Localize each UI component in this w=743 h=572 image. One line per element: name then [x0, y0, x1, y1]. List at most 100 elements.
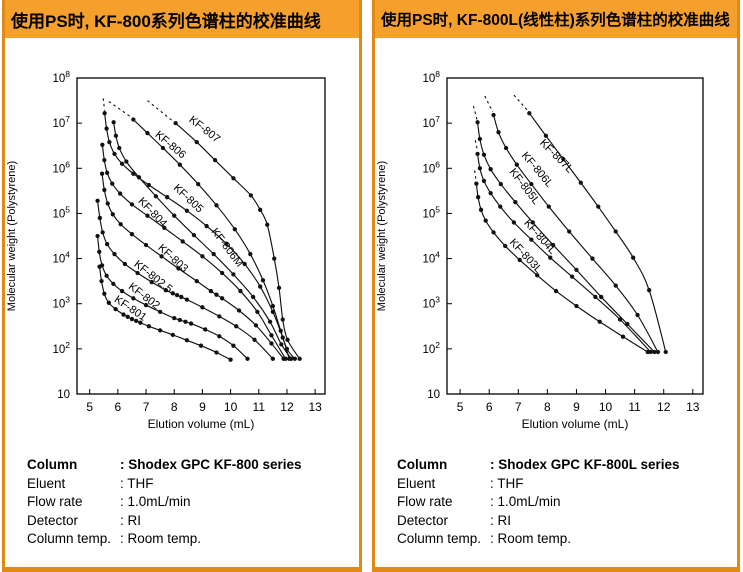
plot-frame [76, 77, 326, 395]
panel-kf800l-title: 使用PS时, KF-800L(线性柱)系列色谱柱的校准曲线 [381, 12, 730, 29]
data-point-marker [105, 241, 110, 247]
data-point-marker [561, 157, 566, 162]
data-point-marker [97, 215, 102, 221]
data-point-marker [105, 170, 110, 175]
data-point-marker [498, 181, 503, 187]
x-tick-label: 13 [308, 400, 322, 414]
data-point-marker [488, 167, 493, 172]
data-point-marker [483, 218, 488, 223]
data-point-marker [170, 291, 175, 296]
data-point-marker [102, 187, 107, 193]
data-point-marker [138, 320, 143, 325]
x-tick-label: 13 [686, 400, 700, 414]
data-point-marker [177, 162, 183, 167]
data-point-marker [529, 237, 534, 242]
data-point-marker [255, 309, 260, 314]
calibration-curve-kf-806l [492, 114, 659, 353]
data-point-marker [102, 158, 107, 163]
data-point-marker [204, 223, 209, 229]
data-point-marker [95, 233, 100, 239]
data-point-marker [145, 213, 150, 218]
x-tick-label: 6 [486, 400, 493, 414]
y-tick-label: 103 [52, 295, 70, 311]
condition-row: Flow rate: 1.0mL/min [397, 493, 727, 512]
x-axis-title: Elution volume (mL) [148, 417, 255, 431]
data-point-marker [184, 208, 190, 213]
curve-extrapolation-dashed [108, 101, 133, 119]
data-point-marker [517, 257, 522, 263]
x-tick-label: 5 [457, 400, 464, 414]
data-point-marker [112, 251, 117, 257]
x-tick-label: 9 [199, 400, 206, 414]
calibration-curve-kf-804 [101, 144, 287, 360]
data-point-marker [107, 139, 112, 145]
data-point-marker [129, 232, 135, 237]
panel-kf800l-header: 使用PS时, KF-800L(线性柱)系列色谱柱的校准曲线 [375, 0, 737, 38]
data-point-marker [551, 242, 556, 248]
data-point-marker [280, 317, 285, 322]
data-point-marker [231, 272, 236, 277]
data-point-marker [231, 343, 236, 348]
data-point-marker [143, 302, 149, 308]
data-point-marker [145, 130, 150, 136]
y-tick-label: 105 [52, 204, 70, 220]
data-point-marker [163, 288, 168, 293]
y-tick-label: 10 [57, 389, 70, 401]
calibration-curve-kf-802.5 [96, 200, 274, 360]
data-point-marker [652, 349, 657, 355]
y-tick-label: 108 [422, 69, 440, 85]
curve-label-kf-803: KF-803 [155, 242, 190, 275]
data-point-marker [117, 145, 122, 151]
condition-row: Detector: RI [397, 512, 727, 531]
data-point-marker [194, 139, 199, 145]
curve-extrapolation-dashed [147, 100, 175, 123]
data-point-marker [475, 195, 481, 200]
x-tick-label: 9 [573, 400, 580, 414]
data-point-marker [267, 319, 273, 324]
data-point-marker [478, 207, 484, 212]
data-point-marker [647, 288, 652, 293]
y-tick-label: 104 [422, 250, 440, 266]
data-point-marker [258, 207, 263, 212]
condition-row: Eluent: THF [27, 475, 349, 494]
data-point-marker [248, 193, 254, 198]
data-point-marker [129, 316, 135, 322]
condition-row: Column temp.: Room temp. [27, 530, 349, 549]
data-point-marker [119, 288, 125, 294]
data-point-marker [104, 126, 109, 131]
data-point-marker [143, 242, 149, 248]
data-point-marker [475, 151, 480, 156]
data-point-marker [184, 297, 190, 302]
data-point-marker [179, 294, 184, 300]
data-point-marker [231, 176, 236, 181]
calibration-curve-kf-805 [104, 112, 290, 360]
data-point-marker [535, 273, 540, 278]
curve-extrapolation-dashed [102, 98, 106, 111]
data-point-marker [285, 337, 290, 342]
data-point-marker [289, 356, 294, 361]
data-point-marker [194, 278, 199, 284]
x-tick-label: 7 [143, 400, 150, 414]
curve-label-kf-807: KF-807 [186, 114, 222, 146]
data-point-marker [236, 308, 242, 313]
condition-row: Column temp.: Room temp. [397, 530, 727, 549]
data-point-marker [270, 356, 276, 361]
data-point-marker [477, 166, 483, 171]
data-point-marker [131, 117, 136, 122]
condition-value: : Shodex GPC KF-800L series [490, 457, 680, 472]
data-point-marker [160, 145, 166, 151]
condition-row: Column: Shodex GPC KF-800L series [397, 456, 727, 475]
y-tick-label: 106 [52, 159, 70, 175]
data-point-marker [184, 338, 190, 343]
condition-label: Column temp. [397, 531, 482, 546]
data-point-marker [146, 324, 152, 329]
y-tick-label: 107 [422, 114, 440, 130]
panel-kf800l-series: 使用PS时, KF-800L(线性柱)系列色谱柱的校准曲线 10 102 103 10… [372, 0, 740, 572]
data-point-marker [198, 343, 204, 348]
data-point-marker [474, 181, 479, 186]
data-point-marker [613, 229, 618, 234]
curve-extrapolation-dashed [474, 140, 479, 152]
data-point-marker [503, 243, 508, 249]
data-point-marker [567, 229, 572, 234]
panel-kf800-header: 使用PS时, KF-800系列色谱柱的校准曲线 [5, 0, 359, 38]
